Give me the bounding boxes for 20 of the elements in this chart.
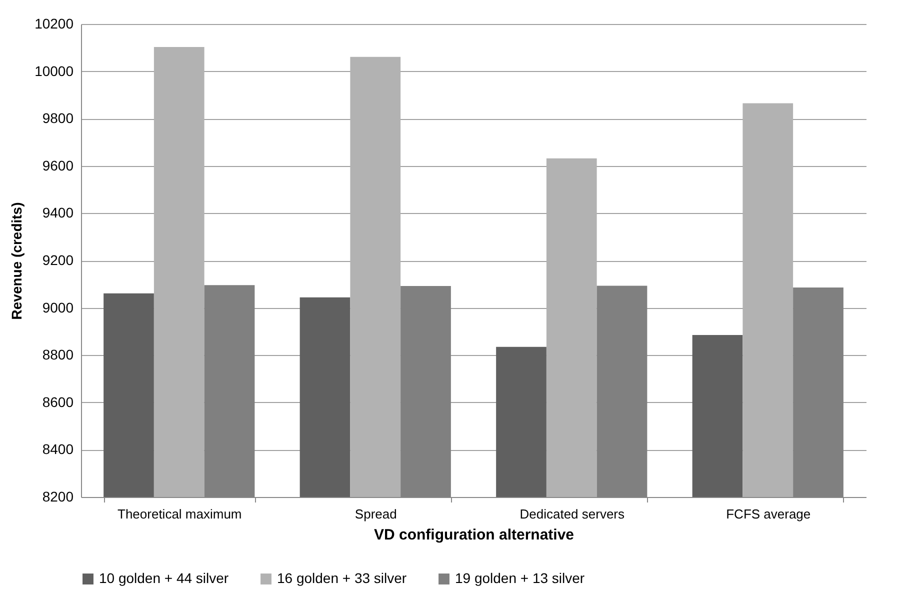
y-tick-label: 9000	[42, 299, 74, 316]
y-tick-label: 8600	[42, 394, 74, 410]
y-tick-label: 9600	[42, 157, 74, 174]
y-tick-label: 8800	[42, 346, 74, 363]
y-axis-title: Revenue (credits)	[8, 202, 25, 320]
y-tick-label: 9400	[42, 204, 74, 221]
y-tick-label: 10000	[34, 62, 74, 79]
y-tick-label: 9800	[42, 110, 74, 126]
x-tick-label: Spread	[354, 506, 397, 522]
x-axis-title: VD configuration alternative	[374, 526, 574, 544]
x-tick-label: FCFS average	[726, 506, 811, 522]
y-tick-label: 8400	[42, 441, 74, 458]
y-tick-label: 10200	[34, 16, 74, 32]
y-tick-label: 9200	[42, 252, 74, 268]
x-tick-label: Dedicated servers	[520, 506, 625, 522]
y-tick-label: 8200	[42, 488, 74, 504]
legend-label: 19 golden + 13 silver	[455, 570, 585, 586]
legend-label: 16 golden + 33 silver	[277, 570, 407, 586]
x-tick-label: Theoretical maximum	[117, 506, 242, 522]
legend-label: 10 golden + 44 silver	[99, 570, 229, 586]
